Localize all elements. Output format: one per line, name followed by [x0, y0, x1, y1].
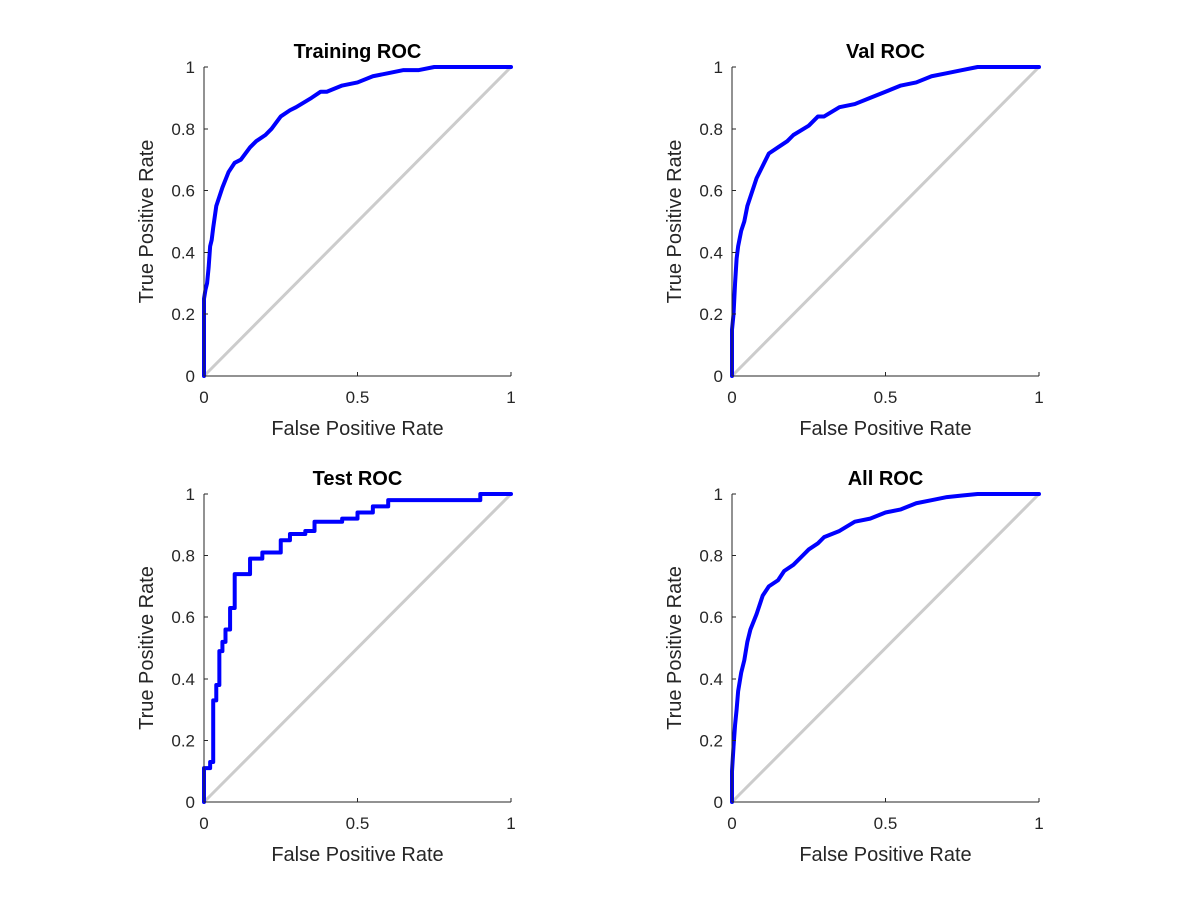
all-roc-x-axis-label: False Positive Rate: [799, 844, 971, 866]
all-roc-y-tick-label: 0.2: [699, 731, 723, 750]
test-roc-reference-line: [202, 492, 513, 804]
test-roc-x-axis-label: False Positive Rate: [271, 844, 443, 866]
test-roc-x-tick-label: 0.5: [346, 814, 370, 833]
all-roc-x-tick-label: 0.5: [874, 814, 898, 833]
all-roc-roc-curve: [730, 492, 1041, 804]
val-roc-y-axis-label: True Positive Rate: [664, 140, 686, 304]
all-roc-x-tick-label: 1: [1034, 814, 1043, 833]
test-roc-panel: 0 0.2 0.4 0.6 0.8 1 0 0.5 1 Test ROC False Positiv…: [136, 468, 516, 866]
test-roc-roc-curve: [202, 492, 513, 804]
test-roc-y-tick-label: 0: [186, 793, 195, 812]
training-roc-y-tick-label: 0: [186, 367, 195, 386]
val-roc-x-axis-label: False Positive Rate: [799, 418, 971, 440]
test-roc-y-axis-label: True Positive Rate: [136, 566, 158, 730]
all-roc-x-tick-label: 0: [727, 814, 736, 833]
test-roc-x-tick-label: 1: [506, 814, 515, 833]
all-roc-panel: 0 0.2 0.4 0.6 0.8 1 0 0.5 1 All ROC False Positive…: [664, 468, 1044, 866]
test-roc-y-tick-label: 0.8: [171, 547, 195, 566]
val-roc-y-tick-label: 0.6: [699, 182, 723, 201]
all-roc-reference-line: [730, 492, 1041, 804]
training-roc-y-tick-label: 0.8: [171, 120, 195, 139]
val-roc-panel: 0 0.2 0.4 0.6 0.8 1 0 0.5 1 Val ROC False Positive…: [664, 41, 1044, 440]
all-roc-y-axis-label: True Positive Rate: [664, 566, 686, 730]
val-roc-roc-curve: [730, 65, 1041, 378]
val-roc-title: Val ROC: [846, 41, 925, 63]
val-roc-reference-line: [730, 65, 1041, 378]
training-roc-panel: 0 0.2 0.4 0.6 0.8 1 0 0.5 1 Training ROC False Pos…: [136, 41, 516, 440]
training-roc-roc-curve: [202, 65, 513, 378]
training-roc-y-tick-label: 0.2: [171, 305, 195, 324]
test-roc-y-tick-label: 1: [186, 485, 195, 504]
training-roc-y-tick-label: 1: [186, 58, 195, 77]
val-roc-y-tick-label: 0.8: [699, 120, 723, 139]
all-roc-y-tick-label: 0: [714, 793, 723, 812]
val-roc-y-tick-label: 0.2: [699, 305, 723, 324]
test-roc-y-tick-label: 0.4: [171, 670, 195, 689]
val-roc-y-tick-label: 1: [714, 58, 723, 77]
val-roc-x-tick-label: 1: [1034, 388, 1043, 407]
val-roc-x-tick-label: 0: [727, 388, 736, 407]
training-roc-x-axis-label: False Positive Rate: [271, 418, 443, 440]
training-roc-x-tick-label: 0: [199, 388, 208, 407]
test-roc-title: Test ROC: [313, 468, 403, 490]
training-roc-y-tick-label: 0.6: [171, 182, 195, 201]
training-roc-y-tick-label: 0.4: [171, 243, 195, 262]
all-roc-title: All ROC: [848, 468, 924, 490]
val-roc-y-tick-label: 0: [714, 367, 723, 386]
test-roc-y-tick-label: 0.2: [171, 731, 195, 750]
training-roc-reference-line: [202, 65, 513, 378]
val-roc-y-tick-label: 0.4: [699, 243, 723, 262]
training-roc-x-tick-label: 0.5: [346, 388, 370, 407]
training-roc-title: Training ROC: [294, 41, 422, 63]
training-roc-y-axis-label: True Positive Rate: [136, 140, 158, 304]
test-roc-x-tick-label: 0: [199, 814, 208, 833]
all-roc-y-tick-label: 1: [714, 485, 723, 504]
all-roc-y-tick-label: 0.8: [699, 547, 723, 566]
test-roc-y-tick-label: 0.6: [171, 608, 195, 627]
training-roc-x-tick-label: 1: [506, 388, 515, 407]
all-roc-y-tick-label: 0.4: [699, 670, 723, 689]
all-roc-y-tick-label: 0.6: [699, 608, 723, 627]
val-roc-x-tick-label: 0.5: [874, 388, 898, 407]
